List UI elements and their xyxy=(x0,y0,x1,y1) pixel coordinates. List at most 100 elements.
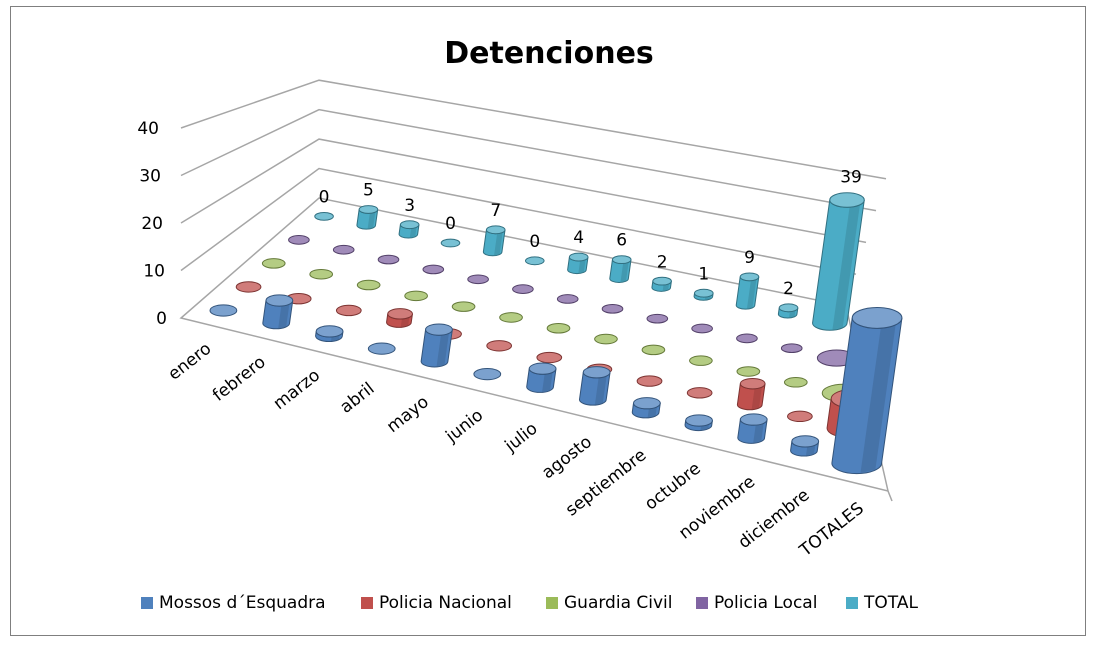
bar xyxy=(578,366,611,406)
y-tick-label: 20 xyxy=(141,214,163,234)
bar xyxy=(473,367,502,381)
bar xyxy=(831,306,903,475)
bar xyxy=(686,387,713,399)
bar xyxy=(736,333,758,344)
data-label: 9 xyxy=(744,248,755,268)
data-label: 4 xyxy=(573,228,584,248)
legend-label: Policia Nacional xyxy=(379,593,512,613)
bar xyxy=(536,351,563,364)
bars xyxy=(209,192,903,475)
bar xyxy=(386,308,413,328)
grid-line xyxy=(180,79,887,180)
category-label: agosto xyxy=(538,432,596,483)
bar xyxy=(646,313,669,324)
bar xyxy=(398,220,420,239)
category-label: julio xyxy=(501,419,542,457)
bar xyxy=(261,258,286,269)
data-label: 2 xyxy=(657,252,668,272)
bar xyxy=(567,252,589,275)
bar xyxy=(526,362,557,393)
bar xyxy=(736,366,761,377)
bar xyxy=(641,344,666,356)
grid-lines xyxy=(180,79,887,275)
bar xyxy=(693,288,714,301)
data-label: 6 xyxy=(616,231,627,251)
bar xyxy=(467,274,489,285)
bar xyxy=(691,323,713,334)
bar xyxy=(262,294,294,330)
bar xyxy=(737,413,768,444)
bar xyxy=(356,279,381,291)
y-tick-label: 10 xyxy=(143,262,165,282)
bar xyxy=(422,264,445,275)
bar xyxy=(783,377,808,388)
bar xyxy=(780,343,803,354)
legend-item: Guardia Civil xyxy=(546,593,673,613)
legend-label: TOTAL xyxy=(863,593,918,613)
data-label: 5 xyxy=(363,181,374,201)
bar xyxy=(601,303,624,314)
bar xyxy=(356,205,379,230)
category-label: octubre xyxy=(641,459,705,515)
legend-swatch xyxy=(546,597,558,609)
legend-label: Mossos d´Esquadra xyxy=(159,593,326,613)
bar xyxy=(651,276,672,292)
bar xyxy=(609,255,632,283)
y-tick-label: 0 xyxy=(156,309,167,329)
bar xyxy=(315,325,344,343)
bar xyxy=(736,377,766,411)
bar xyxy=(314,211,334,221)
bar xyxy=(440,238,461,248)
bar xyxy=(735,272,760,310)
chart-title: Detenciones xyxy=(444,36,654,71)
bar xyxy=(594,333,618,345)
bar xyxy=(482,225,506,257)
legend-label: Policia Local xyxy=(714,593,817,613)
bar xyxy=(332,244,355,255)
legend-label: Guardia Civil xyxy=(564,593,673,613)
bar xyxy=(335,304,362,317)
legend-swatch xyxy=(846,597,858,609)
category-label: marzo xyxy=(270,365,324,414)
bar xyxy=(288,235,310,245)
bar xyxy=(689,355,713,366)
grid-line xyxy=(180,167,857,275)
bar xyxy=(790,435,820,457)
bar xyxy=(524,256,545,266)
legend-item: Mossos d´Esquadra xyxy=(141,593,326,613)
bar xyxy=(636,375,663,387)
bar xyxy=(787,410,813,423)
legend-item: Policia Local xyxy=(696,593,817,613)
bar xyxy=(367,342,396,355)
category-label: enero xyxy=(165,339,216,385)
bar xyxy=(486,340,513,352)
bar xyxy=(556,294,579,304)
category-label: mayo xyxy=(383,392,433,437)
data-labels: 0 5 3 0 7 0 4 6 2 1 9 2 39 xyxy=(319,168,862,299)
chart-frame: Detenciones 0 10 20 30 40 0 5 3 0 7 0 4 6 2 1 9 2 39 ene… xyxy=(10,6,1086,636)
category-label: abril xyxy=(336,379,378,418)
bar xyxy=(377,254,400,265)
bar xyxy=(777,303,799,319)
legend: Mossos d´Esquadra Policia Nacional Guardia… xyxy=(141,593,918,613)
bar xyxy=(451,301,476,312)
bar xyxy=(546,322,571,334)
legend-swatch xyxy=(361,597,373,609)
data-label: 0 xyxy=(319,187,330,207)
bar xyxy=(684,414,713,432)
grid-line xyxy=(180,138,867,244)
y-axis-ticks: 0 10 20 30 40 xyxy=(137,119,167,329)
category-label: junio xyxy=(441,405,487,447)
bar xyxy=(309,268,334,280)
data-label: 2 xyxy=(783,279,794,299)
bar xyxy=(404,290,428,302)
grid-line xyxy=(180,108,877,212)
bar xyxy=(209,304,238,317)
y-tick-label: 30 xyxy=(139,167,161,187)
data-label: 7 xyxy=(490,201,501,221)
data-label: 1 xyxy=(698,264,709,284)
bar xyxy=(631,397,661,419)
legend-item: TOTAL xyxy=(846,593,918,613)
data-label: 0 xyxy=(529,232,540,252)
